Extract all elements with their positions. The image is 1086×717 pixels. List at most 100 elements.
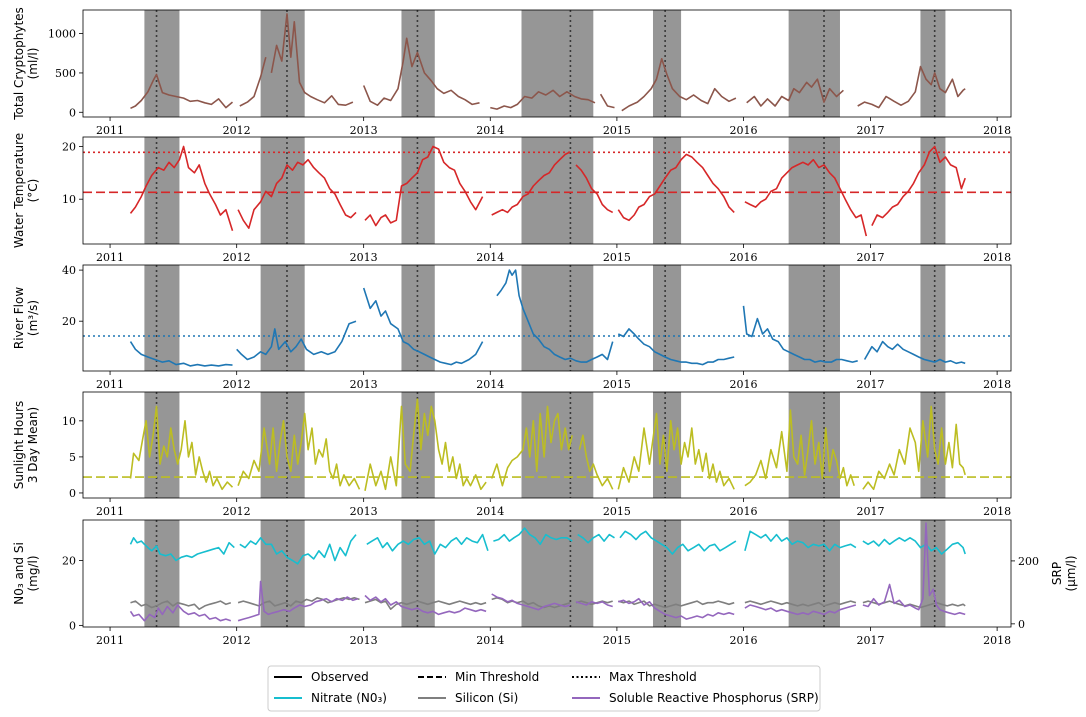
y-axis-label-line: (m³/s) — [26, 300, 40, 336]
y-right-tick-label: 200 — [1018, 555, 1039, 568]
y-tick-label: 0 — [69, 487, 76, 500]
x-tick-label: 2016 — [730, 634, 758, 647]
x-tick-label: 2014 — [476, 505, 504, 518]
bloom-shade — [521, 265, 594, 371]
y-axis-label: N0₃ and Si(mg/l) — [12, 542, 40, 605]
bloom-shade — [652, 10, 682, 117]
y-right-axis-label: SRP(μm/l) — [1050, 555, 1078, 591]
panel-cryptophytes: 0 500 1000 2011 2012 2013 2014 2015 2016 2017 2018… — [12, 7, 1012, 137]
y-tick-label: 20 — [62, 555, 76, 568]
x-tick-label: 2015 — [603, 634, 631, 647]
y-axis-label: Water Temperature(°C) — [12, 133, 40, 248]
axes-frame — [82, 391, 1012, 499]
bloom-shade — [260, 392, 305, 498]
legend-label: Soluble Reactive Phosphorus (SRP) — [609, 691, 819, 705]
y-right-axis-label-line: (μm/l) — [1064, 555, 1078, 591]
bloom-shade — [788, 392, 840, 498]
x-tick-label: 2014 — [476, 634, 504, 647]
bloom-shade — [144, 265, 180, 371]
series-line-nitrate — [129, 527, 966, 565]
bloom-shade — [788, 520, 840, 627]
y-tick-label: 500 — [55, 67, 76, 80]
bloom-shade — [521, 520, 594, 627]
axes-frame — [82, 136, 1012, 245]
x-tick-label: 2012 — [223, 634, 251, 647]
x-tick-label: 2018 — [983, 251, 1011, 264]
x-tick-label: 2013 — [350, 634, 378, 647]
x-tick-label: 2015 — [603, 378, 631, 391]
y-tick-label: 0 — [69, 619, 76, 632]
legend-label: Observed — [311, 670, 369, 684]
x-tick-label: 2016 — [730, 505, 758, 518]
x-tick-label: 2012 — [223, 124, 251, 137]
x-tick-label: 2014 — [476, 251, 504, 264]
bloom-shade — [652, 392, 682, 498]
panel-sunlight: 0 5 10 2011 2012 2013 2014 2015 2016 2017 2018 Sunl… — [12, 391, 1012, 518]
x-tick-label: 2013 — [350, 505, 378, 518]
bloom-shade — [920, 137, 946, 244]
y-axis-label-line: 3 Day Mean) — [26, 407, 40, 483]
y-tick-label: 1000 — [48, 28, 76, 41]
y-axis-label-line: (ml/l) — [26, 48, 40, 80]
x-tick-label: 2018 — [983, 505, 1011, 518]
x-tick-label: 2015 — [603, 251, 631, 264]
y-tick-label: 10 — [62, 193, 76, 206]
bloom-shade — [260, 137, 305, 244]
axes-frame — [82, 9, 1012, 118]
legend-label: Nitrate (N0₃) — [311, 691, 387, 705]
y-right-axis-label-line: SRP — [1050, 562, 1064, 585]
y-axis-label-line: N0₃ and Si — [12, 542, 26, 605]
x-tick-label: 2016 — [730, 124, 758, 137]
x-tick-label: 2012 — [223, 505, 251, 518]
x-tick-label: 2014 — [476, 378, 504, 391]
x-tick-label: 2011 — [96, 251, 124, 264]
y-tick-label: 20 — [62, 140, 76, 153]
y-axis-label-line: Water Temperature — [12, 133, 26, 248]
x-tick-label: 2012 — [223, 378, 251, 391]
bloom-shade — [920, 10, 946, 117]
x-tick-label: 2018 — [983, 378, 1011, 391]
legend-label: Silicon (Si) — [455, 691, 518, 705]
x-tick-label: 2014 — [476, 124, 504, 137]
y-axis-label-line: Total Cryptophytes — [12, 7, 26, 121]
bloom-shade — [920, 265, 946, 371]
series-line-flow — [129, 269, 966, 367]
y-right-tick-label: 0 — [1018, 618, 1025, 631]
x-tick-label: 2017 — [856, 505, 884, 518]
y-axis-label: Sunlight Hours3 Day Mean) — [12, 401, 40, 489]
x-tick-label: 2013 — [350, 251, 378, 264]
y-tick-label: 40 — [62, 264, 76, 277]
series-line-srp — [129, 522, 966, 622]
bloom-shade — [788, 265, 840, 371]
legend-label: Min Threshold — [455, 670, 539, 684]
y-axis-label-line: (°C) — [26, 179, 40, 203]
bloom-shade — [652, 265, 682, 371]
legend-label: Max Threshold — [609, 670, 697, 684]
x-tick-label: 2013 — [350, 378, 378, 391]
legend: Observed Nitrate (N0₃) Min Threshold Silico… — [267, 665, 821, 712]
bloom-shade — [521, 137, 594, 244]
panel-temperature: 10 20 2011 2012 2013 2014 2015 2016 2017 2018 Wate… — [12, 133, 1012, 264]
y-axis-label-line: Sunlight Hours — [12, 401, 26, 489]
y-tick-label: 5 — [69, 451, 76, 464]
y-tick-label: 10 — [62, 415, 76, 428]
panel-flow: 20 40 2011 2012 2013 2014 2015 2016 2017 2018 Rive… — [12, 264, 1012, 391]
x-tick-label: 2017 — [856, 251, 884, 264]
legend-box — [267, 665, 821, 712]
x-tick-label: 2017 — [856, 378, 884, 391]
axes-frame — [82, 519, 1012, 628]
series-line-temperature — [129, 145, 966, 237]
x-tick-label: 2018 — [983, 124, 1011, 137]
x-tick-label: 2011 — [96, 505, 124, 518]
y-axis-label: Total Cryptophytes(ml/l) — [12, 7, 40, 121]
x-tick-label: 2017 — [856, 124, 884, 137]
y-tick-label: 20 — [62, 315, 76, 328]
y-axis-label: River Flow(m³/s) — [12, 287, 40, 349]
bloom-shade — [521, 10, 594, 117]
y-tick-label: 0 — [69, 106, 76, 119]
y-axis-label-line: River Flow — [12, 287, 26, 349]
series-line-silicon — [130, 597, 966, 610]
